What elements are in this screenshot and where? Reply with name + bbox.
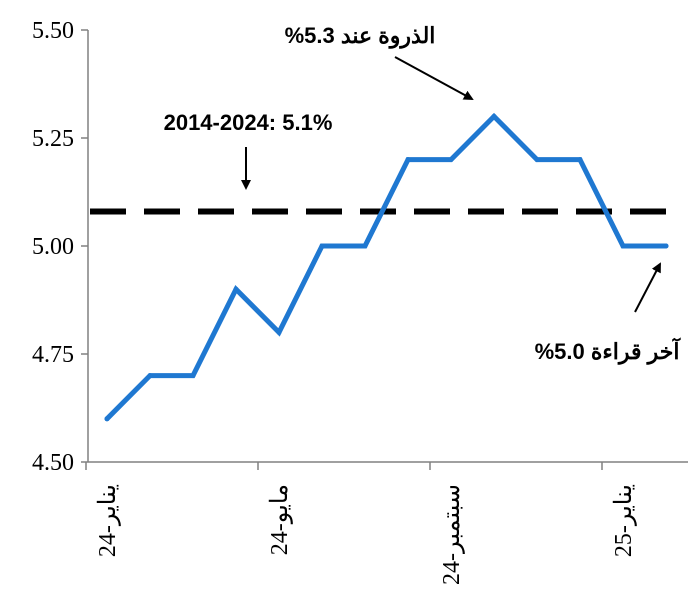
latest-arrow [634,262,661,313]
data-point [319,243,325,249]
y-tick-label: 4.50 [32,450,74,476]
x-tick-label: سبتمبر-24 [439,484,465,585]
data-point [448,157,454,163]
x-tick-label: يناير-24 [95,484,121,557]
data-point [147,373,153,379]
y-tick-label: 5.00 [32,234,74,260]
x-tick-label: يناير-25 [611,484,637,557]
data-point [491,113,497,119]
peak-arrow [394,56,474,100]
data-point [620,243,626,249]
average-annotation: 2014-2024: 5.1% [164,110,333,135]
series-group [104,112,669,422]
data-point [233,286,239,292]
data-point [405,157,411,163]
annotations-group: الذروة عند 5.3% 2014-2024: 5.1% آخر قراءة … [164,23,682,365]
axes: 4.50 4.75 5.00 5.25 5.50 يناير-24 مايو-24 سبتمب… [32,18,688,585]
series-line [104,112,669,422]
data-point [104,416,110,422]
data-point [663,243,669,249]
data-point [534,157,540,163]
data-point [276,329,282,335]
data-point [362,243,368,249]
data-point [190,373,196,379]
data-point [577,157,583,163]
peak-annotation: الذروة عند 5.3% [285,23,436,49]
y-tick-label: 5.25 [32,126,74,152]
y-tick-label: 4.75 [32,342,74,368]
latest-annotation: آخر قراءة 5.0% [535,337,682,365]
y-tick-label: 5.50 [32,18,74,44]
x-tick-label: مايو-24 [267,484,293,555]
